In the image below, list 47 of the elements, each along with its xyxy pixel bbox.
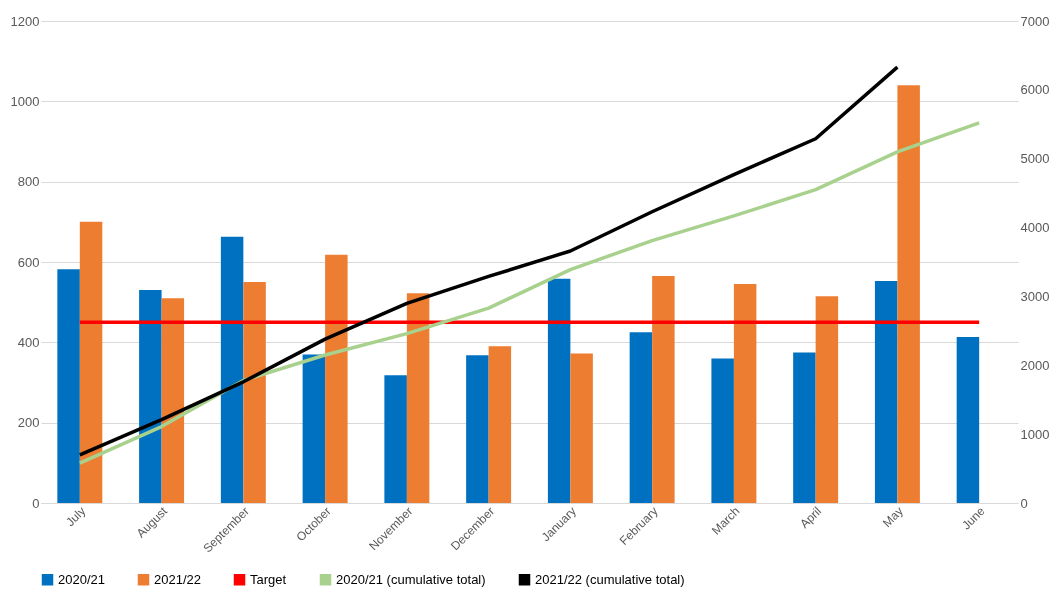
y2-tick-label: 5000 [1020,151,1050,167]
bar [466,355,489,503]
y2-tick-label: 3000 [1020,288,1050,304]
y-tick-label: 0 [32,495,40,511]
y2-tick-label: 4000 [1020,220,1050,236]
bar [652,276,675,503]
bar [874,280,898,503]
y2-tick-label: 1000 [1020,426,1050,442]
legend-label: 2021/22 (cumulative total) [535,571,685,587]
bar [711,358,734,503]
y2-tick-label: 2000 [1020,357,1050,373]
bar [488,346,512,503]
bar [139,290,162,503]
bar [243,282,266,503]
line-series [78,121,981,465]
bar [79,221,103,503]
bar [384,375,407,503]
y2-tick-label: 6000 [1020,82,1050,98]
y-tick-label: 600 [17,254,40,270]
bar [161,298,185,503]
legend-label: Target [250,571,287,587]
bar [57,269,80,503]
bar [733,284,757,503]
y-tick-label: 1200 [10,13,40,29]
bar [897,85,920,503]
bar [547,278,571,503]
bar [793,352,816,503]
y2-tick-label: 0 [1020,495,1028,511]
bar [302,354,326,503]
bar [570,353,593,503]
bar [629,332,653,503]
y-tick-label: 400 [17,334,40,350]
bar [325,254,348,503]
bar [956,337,980,503]
bar [220,236,244,503]
y-tick-label: 200 [17,415,40,431]
x-tick-label: July [63,504,89,530]
y-tick-label: 1000 [10,93,40,109]
legend-label: 2020/21 (cumulative total) [336,571,486,587]
line-series [78,65,900,457]
bar [406,293,430,503]
y-tick-label: 800 [17,174,40,190]
bar [815,296,839,503]
y2-tick-label: 7000 [1020,13,1050,29]
legend-label: 2021/22 [154,571,201,587]
x-tick-label: May [879,504,906,531]
legend-label: 2020/21 [58,571,105,587]
